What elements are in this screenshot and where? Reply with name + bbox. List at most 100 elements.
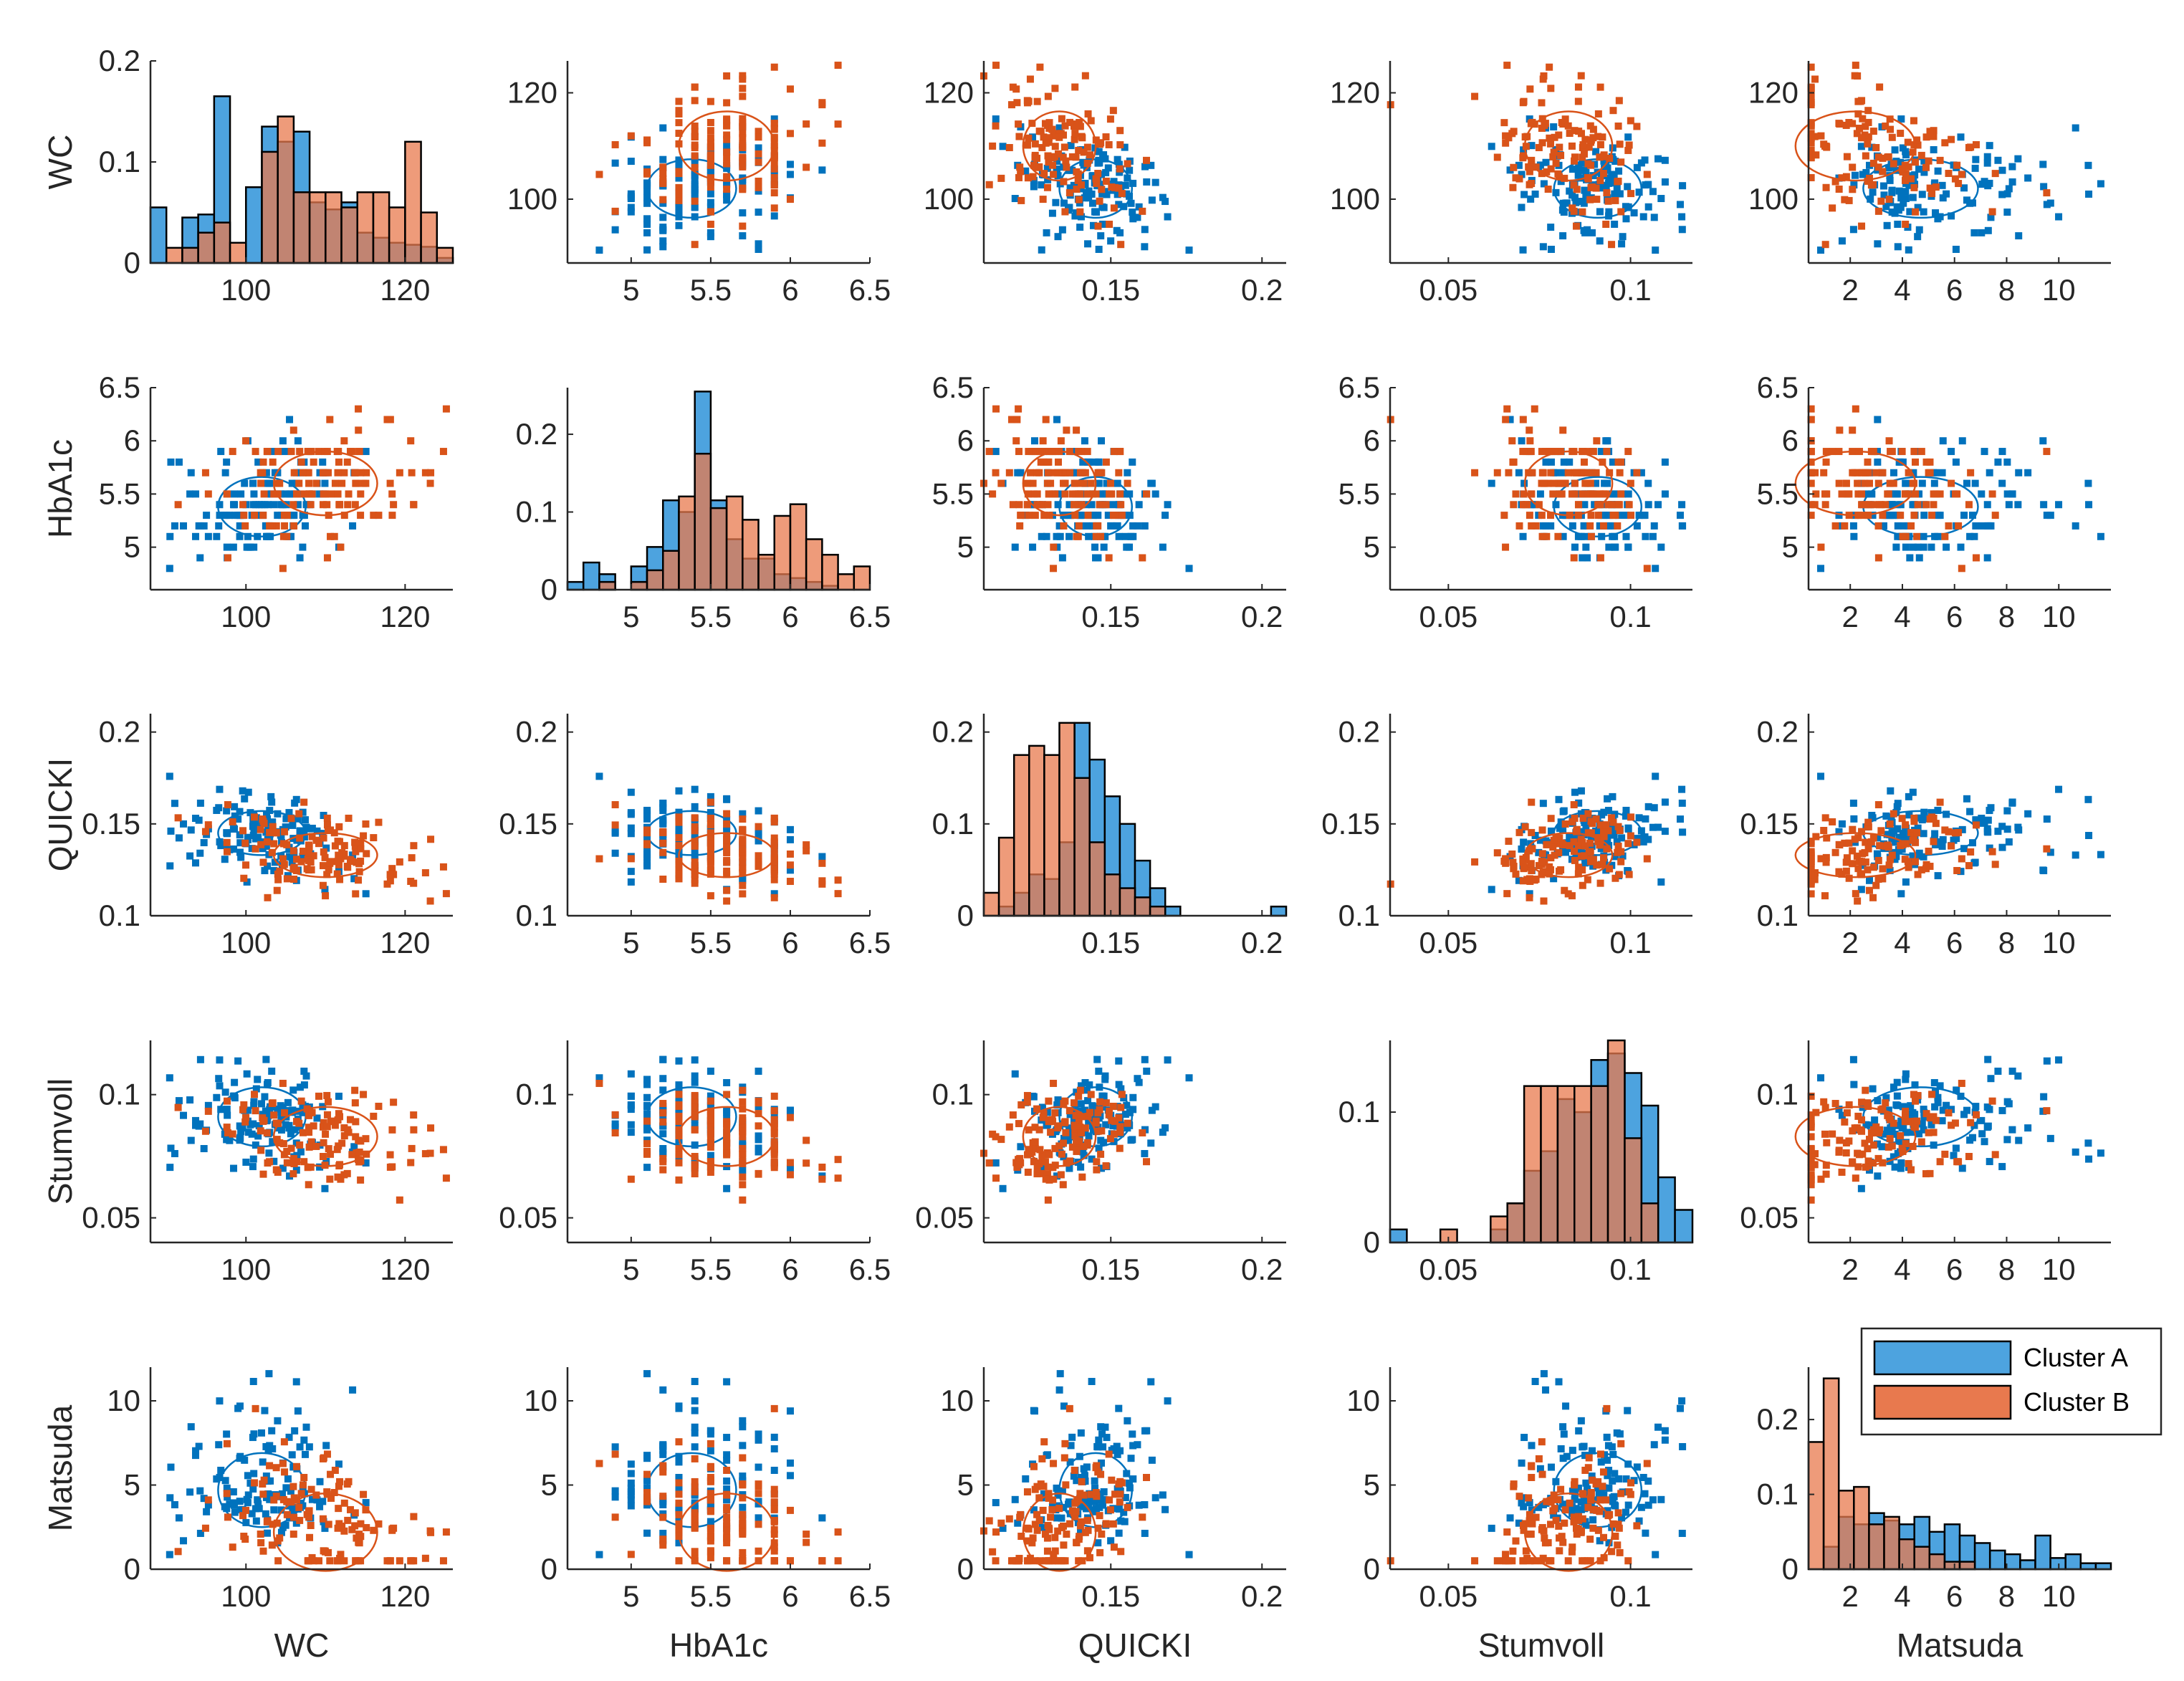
scatter-point-cluster-a [659, 243, 667, 251]
cluster-ellipse-cluster-a [1862, 158, 1979, 219]
scatter-point-cluster-a [236, 512, 244, 519]
scatter-point-cluster-b [1049, 1164, 1057, 1172]
scatter-point-cluster-a [1053, 532, 1060, 540]
scatter-point-cluster-b [1941, 826, 1949, 834]
scatter-point-cluster-b [1857, 870, 1864, 878]
hist-bar-cluster-b [1119, 887, 1136, 917]
scatter-point-cluster-a [1966, 808, 1974, 815]
scatter-point-cluster-a [1141, 243, 1149, 251]
scatter-point-cluster-b [1926, 1169, 1934, 1177]
scatter-point-cluster-a [321, 479, 329, 487]
scatter-point-cluster-a [1850, 1081, 1858, 1088]
scatter-point-cluster-b [1614, 178, 1622, 186]
scatter-point-cluster-a [723, 1184, 731, 1192]
scatter-point-cluster-a [1535, 848, 1543, 856]
scatter-point-cluster-b [1841, 839, 1849, 847]
scatter-point-cluster-a [1098, 1092, 1106, 1100]
scatter-point-cluster-b [1845, 1101, 1853, 1108]
scatter-point-cluster-b [1526, 85, 1534, 93]
scatter-point-cluster-a [213, 1093, 221, 1101]
scatter-point-cluster-b [330, 1488, 338, 1496]
scatter-point-cluster-a [246, 1121, 254, 1129]
scatter-point-cluster-b [1614, 458, 1622, 466]
scatter-point-cluster-b [308, 1108, 316, 1116]
scatter-point-cluster-b [1551, 133, 1558, 141]
scatter-point-cluster-a [1849, 522, 1857, 530]
scatter-point-cluster-a [2055, 213, 2063, 221]
scatter-point-cluster-b [707, 143, 714, 151]
scatter-point-cluster-b [1538, 826, 1546, 834]
scatter-point-cluster-a [1117, 1085, 1125, 1093]
scatter-point-cluster-a [1678, 226, 1686, 234]
scatter-point-cluster-a [1616, 190, 1624, 198]
scatter-point-cluster-a [1891, 1163, 1899, 1171]
scatter-point-cluster-b [307, 501, 315, 509]
scatter-point-cluster-a [1920, 1106, 1927, 1114]
scatter-point-cluster-b [289, 1483, 297, 1490]
scatter-point-cluster-a [1817, 565, 1825, 573]
scatter-point-cluster-a [1618, 834, 1626, 842]
scatter-point-cluster-b [1073, 1146, 1081, 1154]
scatter-point-cluster-b [755, 1099, 762, 1107]
scatter-point-cluster-b [1035, 128, 1043, 135]
y-axis-label-wc: WC [42, 135, 79, 190]
scatter-point-cluster-b [426, 1149, 434, 1157]
scatter-point-cluster-b [334, 858, 342, 866]
scatter-point-cluster-b [1936, 156, 1944, 164]
scatter-point-cluster-b [1015, 1161, 1023, 1169]
scatter-point-cluster-a [755, 144, 762, 152]
scatter-point-cluster-b [1009, 501, 1017, 509]
scatter-point-cluster-b [1867, 448, 1875, 456]
scatter-point-cluster-a [269, 1138, 277, 1146]
scatter-point-cluster-b [786, 850, 794, 858]
scatter-point-cluster-a [691, 1423, 699, 1431]
x-tick-label: 5.5 [690, 273, 732, 307]
hist-bar-cluster-b [598, 580, 616, 591]
scatter-point-cluster-a [1934, 1098, 1942, 1106]
scatter-point-cluster-b [1853, 130, 1861, 138]
scatter-point-cluster-a [755, 240, 762, 248]
scatter-point-cluster-a [1515, 161, 1523, 169]
scatter-point-cluster-b [643, 1498, 651, 1505]
scatter-point-cluster-a [1582, 168, 1590, 176]
scatter-point-cluster-b [595, 855, 603, 863]
scatter-point-cluster-b [352, 469, 360, 476]
cluster-ellipse-cluster-a [217, 810, 307, 856]
scatter-point-cluster-b [410, 1111, 418, 1119]
scatter-point-cluster-b [1886, 115, 1894, 123]
scatter-point-cluster-b [1045, 119, 1053, 127]
scatter-point-cluster-b [1068, 1143, 1076, 1151]
scatter-point-cluster-a [1963, 196, 1970, 204]
scatter-point-cluster-a [1932, 209, 1940, 217]
scatter-point-cluster-a [675, 838, 683, 846]
scatter-point-cluster-a [287, 490, 294, 498]
scatter-point-cluster-b [707, 1143, 714, 1151]
scatter-point-cluster-a [723, 1106, 731, 1114]
scatter-point-cluster-b [1071, 1121, 1078, 1129]
scatter-point-cluster-a [1661, 490, 1669, 498]
scatter-point-cluster-b [1015, 1120, 1023, 1128]
scatter-point-cluster-a [1883, 221, 1891, 229]
scatter-point-cluster-b [1561, 820, 1569, 828]
scatter-point-cluster-b [410, 1126, 418, 1134]
scatter-point-cluster-b [1948, 135, 1955, 143]
scatter-point-cluster-b [348, 1526, 356, 1533]
scatter-point-cluster-b [1625, 501, 1633, 509]
scatter-point-cluster-b [803, 1159, 810, 1167]
scatter-point-cluster-b [1077, 181, 1085, 189]
scatter-point-cluster-a [691, 176, 699, 184]
scatter-point-cluster-b [1083, 143, 1091, 151]
x-tick-label: 100 [221, 926, 271, 959]
panel-hba1c-vs-hba1c: 00.10.25 5.5 6 6.5 [516, 388, 891, 633]
scatter-point-cluster-b [1098, 1127, 1106, 1135]
scatter-point-cluster-b [1872, 881, 1880, 889]
scatter-point-cluster-b [363, 469, 370, 476]
scatter-point-cluster-a [1644, 203, 1652, 211]
scatter-point-cluster-b [323, 1091, 331, 1099]
scatter-point-cluster-b [1570, 801, 1578, 809]
scatter-point-cluster-b [319, 469, 327, 476]
scatter-point-cluster-a [299, 1108, 307, 1116]
scatter-point-cluster-b [1596, 140, 1604, 148]
scatter-point-cluster-a [1580, 522, 1588, 530]
scatter-point-cluster-b [675, 1145, 683, 1153]
